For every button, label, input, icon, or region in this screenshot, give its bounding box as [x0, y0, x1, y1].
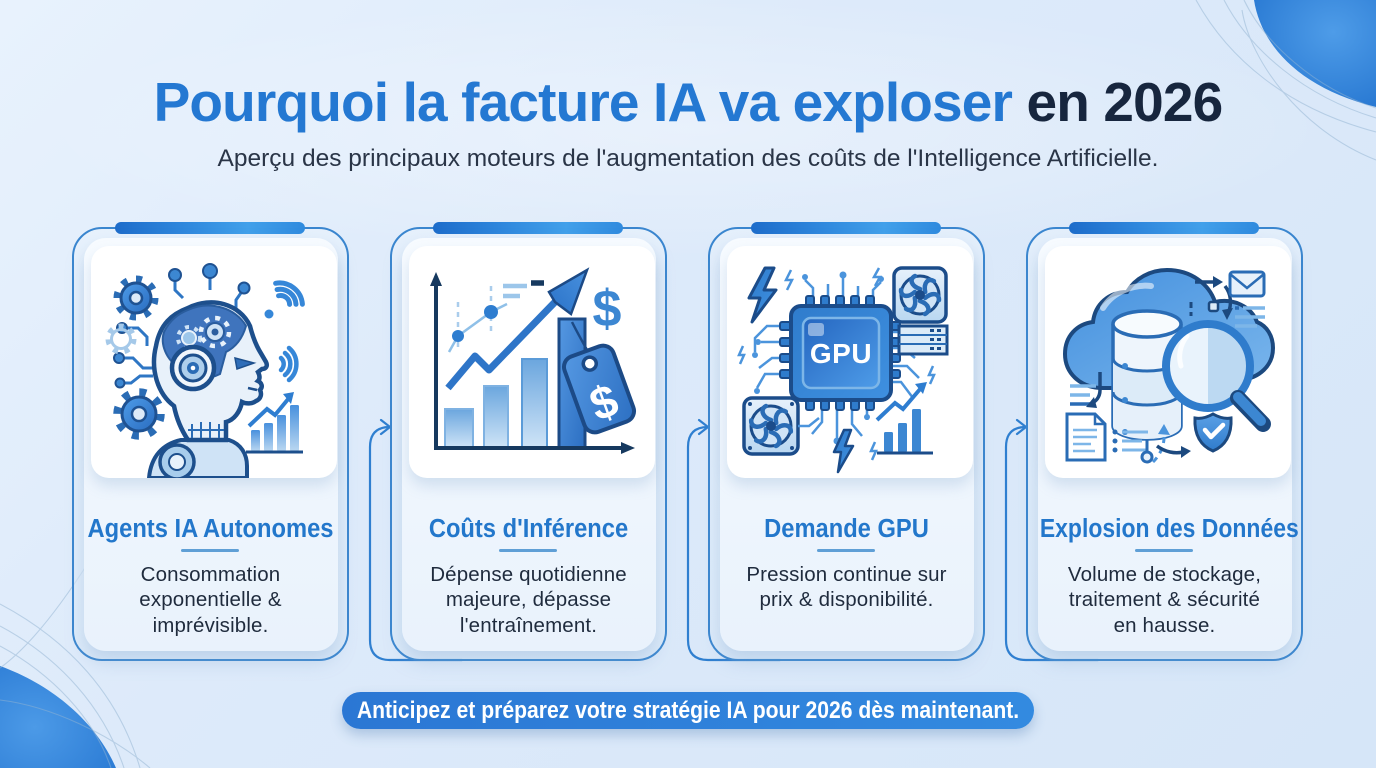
svg-text:$: $ — [593, 280, 622, 338]
svg-text:GPU: GPU — [810, 338, 872, 369]
